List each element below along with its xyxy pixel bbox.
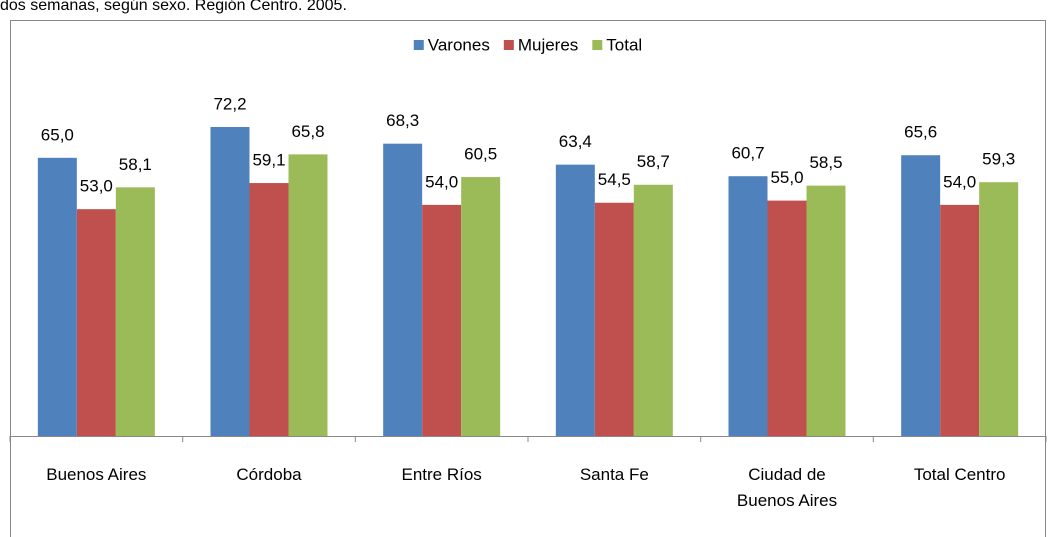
value-label: 59,1: [252, 151, 285, 170]
bar: [422, 204, 462, 436]
chart-title: dos semanas, según sexo. Región Centro. …: [0, 0, 347, 14]
legend-swatch: [413, 40, 424, 50]
value-label: 58,7: [637, 152, 670, 171]
bar: [979, 182, 1019, 436]
bar: [594, 202, 634, 436]
legend-swatch: [503, 40, 514, 50]
x-tick-label: Buenos Aires: [46, 465, 147, 484]
value-label: 65,0: [41, 125, 74, 144]
value-label: 58,1: [119, 155, 152, 174]
value-label: 55,0: [770, 168, 803, 187]
legend: Varones Mujeres Total: [413, 35, 642, 54]
x-tick-label: Total Centro: [913, 465, 1006, 484]
value-label: 65,6: [904, 123, 937, 142]
bar: [76, 209, 116, 436]
legend-label: Varones: [428, 35, 490, 54]
value-label: 60,5: [464, 145, 497, 164]
bar: [210, 126, 250, 436]
bar: [940, 204, 980, 436]
value-label: 59,3: [982, 150, 1015, 169]
value-label: 60,7: [731, 144, 764, 163]
value-label: 54,5: [598, 170, 631, 189]
x-tick-label: Córdoba: [236, 465, 302, 484]
bar: [901, 155, 941, 436]
bar: [806, 185, 846, 436]
x-tick-label: Santa Fe: [579, 465, 649, 484]
legend-label: Mujeres: [518, 35, 578, 54]
bar: [633, 184, 673, 436]
x-tick-label: Ciudad de Buenos Aires: [736, 465, 838, 510]
value-label: 53,0: [80, 177, 113, 196]
bar: [555, 164, 595, 436]
bar: [37, 157, 77, 437]
value-label: 54,0: [425, 172, 458, 191]
bar: [383, 143, 423, 436]
legend-label: Total: [606, 35, 642, 54]
value-label: 68,3: [386, 111, 419, 130]
value-label: 54,0: [943, 172, 976, 191]
bar: [115, 187, 155, 436]
bar: [767, 200, 807, 436]
bar: [288, 154, 328, 436]
value-label: 58,5: [809, 153, 842, 172]
chart-frame: [10, 20, 1046, 537]
bar: [249, 183, 289, 436]
bar: [461, 177, 501, 436]
bar: [728, 176, 768, 437]
value-label: 65,8: [291, 122, 324, 141]
legend-swatch: [592, 40, 603, 50]
value-label: 63,4: [559, 132, 592, 151]
x-tick-label: Entre Ríos: [401, 465, 482, 484]
value-label: 72,2: [213, 94, 246, 113]
